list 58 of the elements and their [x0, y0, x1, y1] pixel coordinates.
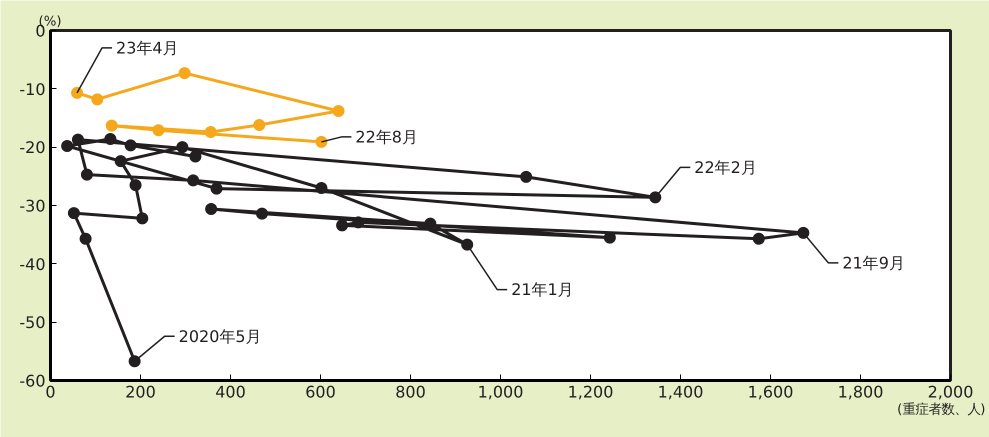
point [61, 140, 74, 152]
y-tick-label: -30 [19, 196, 46, 216]
point [71, 86, 84, 99]
annotation: 2020年5月 [178, 326, 262, 346]
point [649, 191, 662, 204]
point [68, 207, 80, 220]
point [336, 219, 348, 232]
point [352, 216, 364, 228]
x-tick-label: 1,800 [838, 382, 884, 402]
y-tick-label: -20 [19, 138, 46, 158]
point [256, 208, 268, 220]
annotation: 22年8月 [355, 127, 418, 146]
point [315, 136, 328, 148]
x-tick-label: 1,000 [478, 382, 524, 402]
point [104, 133, 116, 145]
point [315, 182, 328, 194]
x-tick-label: 400 [215, 382, 246, 402]
point [130, 179, 142, 192]
point [332, 105, 344, 117]
point [80, 232, 92, 245]
point [114, 155, 127, 168]
point [176, 141, 188, 154]
point [136, 212, 148, 224]
x-tick-label: 1,400 [658, 382, 704, 402]
y-tick-label: -10 [19, 80, 46, 99]
annotation: 23年4月 [116, 38, 179, 58]
x-axis-title: (重症者数、人) [897, 402, 986, 418]
point [178, 67, 191, 80]
annotation: 21年1月 [511, 280, 574, 300]
point [189, 150, 202, 162]
y-tick-label: -60 [19, 372, 46, 390]
point [797, 226, 810, 239]
x-tick-label: 2,000 [928, 382, 974, 402]
point [520, 170, 532, 183]
point [72, 134, 84, 146]
point [204, 126, 217, 138]
point [80, 168, 93, 181]
point [752, 232, 765, 245]
point [187, 174, 200, 186]
point [205, 203, 218, 215]
annotation: 21年9月 [842, 253, 905, 272]
point [210, 182, 223, 195]
point [152, 124, 164, 136]
x-tick-label: 800 [395, 382, 426, 402]
point [91, 93, 104, 106]
x-tick-label: 1,200 [568, 382, 614, 402]
point [124, 139, 137, 152]
point [106, 120, 118, 132]
y-tick-label: -50 [19, 313, 46, 332]
point [461, 238, 474, 251]
x-tick-label: 600 [305, 382, 336, 402]
y-tick-label: -40 [19, 254, 46, 274]
point [128, 355, 141, 368]
point [253, 119, 266, 131]
x-tick-label: 1,600 [748, 382, 794, 402]
x-tick-label: 200 [125, 382, 156, 402]
annotation: 22年2月 [694, 158, 757, 177]
point [424, 218, 436, 230]
